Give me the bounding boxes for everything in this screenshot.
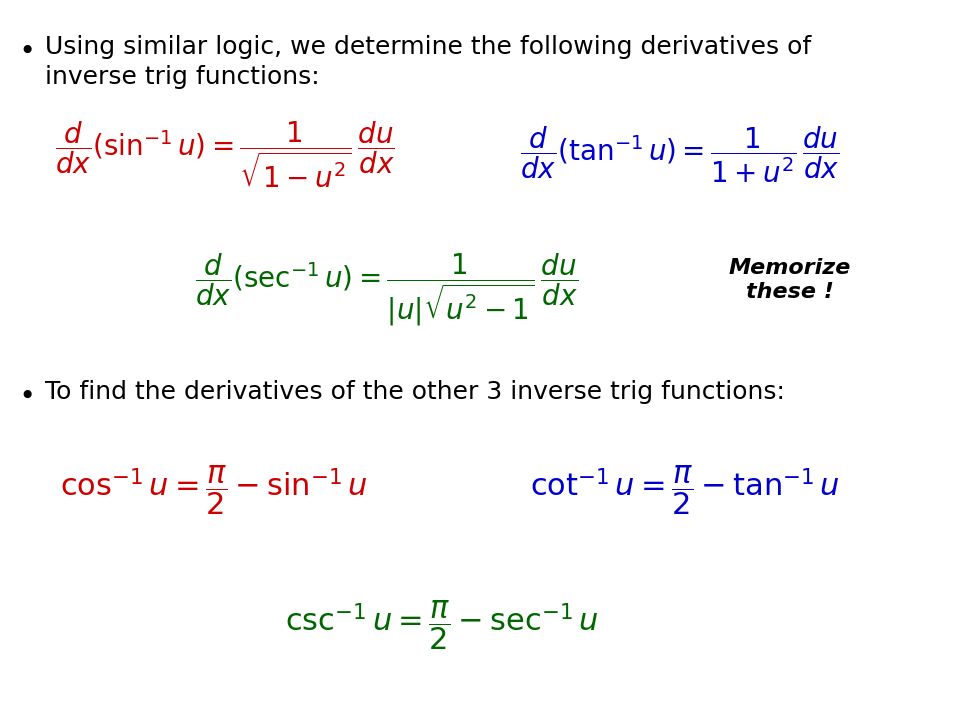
Text: $\dfrac{d}{dx}(\sin^{-1} u) = \dfrac{1}{\sqrt{1-u^2}}\,\dfrac{du}{dx}$: $\dfrac{d}{dx}(\sin^{-1} u) = \dfrac{1}{… bbox=[55, 120, 395, 190]
Text: $\bullet$: $\bullet$ bbox=[18, 35, 33, 63]
Text: $\bullet$: $\bullet$ bbox=[18, 380, 33, 408]
Text: Using similar logic, we determine the following derivatives of: Using similar logic, we determine the fo… bbox=[45, 35, 811, 59]
Text: Memorize
these !: Memorize these ! bbox=[729, 258, 852, 302]
Text: $\cos^{-1} u = \dfrac{\pi}{2} - \sin^{-1} u$: $\cos^{-1} u = \dfrac{\pi}{2} - \sin^{-1… bbox=[60, 463, 368, 517]
Text: $\dfrac{d}{dx}(\sec^{-1} u) = \dfrac{1}{|u|\sqrt{u^2-1}}\,\dfrac{du}{dx}$: $\dfrac{d}{dx}(\sec^{-1} u) = \dfrac{1}{… bbox=[195, 252, 578, 328]
Text: $\cot^{-1} u = \dfrac{\pi}{2} - \tan^{-1} u$: $\cot^{-1} u = \dfrac{\pi}{2} - \tan^{-1… bbox=[530, 463, 840, 517]
Text: To find the derivatives of the other 3 inverse trig functions:: To find the derivatives of the other 3 i… bbox=[45, 380, 785, 404]
Text: inverse trig functions:: inverse trig functions: bbox=[45, 65, 320, 89]
Text: $\dfrac{d}{dx}(\tan^{-1} u) = \dfrac{1}{1+u^2}\,\dfrac{du}{dx}$: $\dfrac{d}{dx}(\tan^{-1} u) = \dfrac{1}{… bbox=[520, 125, 840, 185]
Text: $\csc^{-1} u = \dfrac{\pi}{2} - \sec^{-1} u$: $\csc^{-1} u = \dfrac{\pi}{2} - \sec^{-1… bbox=[285, 598, 598, 652]
